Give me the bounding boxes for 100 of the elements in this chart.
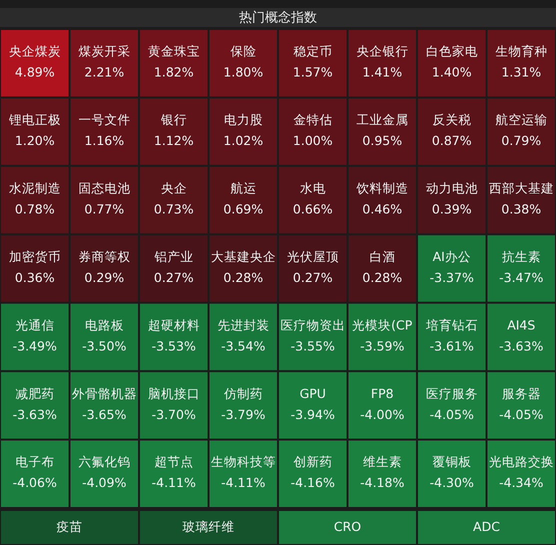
category-label: 覆铜板: [432, 454, 472, 470]
data-label: 0.87%: [432, 133, 472, 148]
data-label: -3.65%: [82, 406, 126, 422]
category-label: 工业金属: [356, 112, 408, 128]
category-label: 白色家电: [426, 44, 478, 59]
data-label: 0.36%: [14, 270, 55, 285]
data-label: -3.53%: [152, 338, 196, 354]
data-label: -4.09%: [82, 475, 126, 490]
data-label: 2.21%: [84, 64, 124, 80]
data-label: -3.79%: [221, 406, 266, 422]
data-label: 0.77%: [84, 201, 124, 216]
category-label: 维生素: [362, 454, 402, 470]
category-label: 白酒: [369, 248, 396, 264]
category-label: 动力电池: [426, 180, 478, 196]
category-label: 光伏屋顶: [286, 248, 339, 264]
category-label: 保险: [230, 44, 256, 59]
text: 热门概念指数: [239, 10, 317, 26]
data-label: -3.55%: [290, 338, 335, 354]
category-label: 培育钻石: [424, 317, 478, 332]
category-label: 水泥制造: [8, 180, 61, 196]
category-label: 航空运输: [495, 112, 548, 128]
data-label: 1.16%: [84, 133, 124, 148]
data-label: 0.66%: [292, 201, 333, 216]
data-label: 1.57%: [292, 64, 333, 80]
category-label: 航运: [230, 180, 256, 196]
category-label: 固态电池: [78, 180, 130, 196]
data-label: 4.89%: [14, 64, 55, 80]
category-label: 超节点: [154, 454, 194, 470]
data-label: -4.11%: [152, 475, 196, 490]
data-label: -3.61%: [430, 338, 474, 354]
category-label: 金特估: [293, 112, 332, 128]
category-label: 医疗物资出: [280, 317, 346, 332]
data-label: 0.69%: [223, 201, 264, 216]
data-label: 1.20%: [14, 133, 55, 148]
data-label: 0.95%: [362, 133, 402, 148]
data-label: 1.40%: [432, 64, 472, 80]
category-label: 铝产业: [153, 248, 194, 264]
category-label: 外骨骼机器: [72, 386, 137, 401]
data-label: 0.29%: [84, 270, 124, 285]
data-label: -3.54%: [221, 338, 266, 354]
data-label: -3.70%: [152, 406, 196, 422]
category-label: 生物育种: [495, 44, 548, 59]
category-label: FP8: [370, 386, 394, 401]
data-label: -4.06%: [12, 475, 57, 490]
data-label: 0.73%: [154, 201, 194, 216]
category-label: 电子布: [15, 454, 54, 470]
data-label: -4.34%: [499, 475, 544, 490]
category-label: GPU: [300, 386, 326, 401]
category-label: 先进封装: [217, 317, 270, 332]
category-label: 超硬材料: [148, 317, 200, 332]
data-label: 1.12%: [154, 133, 194, 148]
category-label: 稳定币: [293, 44, 332, 59]
data-label: 0.78%: [14, 201, 55, 216]
data-label: -4.05%: [430, 406, 474, 422]
data-label: 0.39%: [432, 201, 472, 216]
data-label: 1.82%: [154, 64, 194, 80]
data-label: -4.11%: [221, 475, 266, 490]
category-label: 仿制药: [222, 386, 263, 401]
data-label: 0.27%: [154, 270, 194, 285]
category-label: 服务器: [502, 386, 541, 401]
category-label: 医疗服务: [426, 386, 478, 401]
category-label: 电路板: [84, 317, 124, 332]
category-label: 央企: [160, 180, 187, 196]
category-label: AI4S: [507, 317, 536, 332]
category-label: 大基建央企: [210, 248, 276, 264]
data-label: 1.00%: [292, 133, 333, 148]
category-label: 锂电正极: [8, 112, 61, 128]
category-label: 减肥药: [15, 386, 54, 401]
category-label: CRO: [334, 518, 362, 534]
data-label: -4.00%: [360, 406, 404, 422]
data-label: 0.27%: [292, 270, 333, 285]
data-label: 1.02%: [223, 133, 264, 148]
data-label: 1.31%: [501, 64, 542, 80]
data-label: -3.94%: [290, 406, 335, 422]
data-label: -4.05%: [499, 406, 544, 422]
category-label: ADC: [473, 518, 500, 534]
data-label: -4.30%: [430, 475, 474, 490]
category-label: 加密货币: [8, 248, 61, 264]
category-label: 疫苗: [56, 518, 82, 534]
data-label: 0.46%: [362, 201, 402, 216]
category-label: 生物科技等: [210, 454, 276, 470]
data-label: 1.41%: [362, 64, 402, 80]
category-label: 光通信: [15, 317, 54, 332]
category-label: 央企银行: [356, 44, 408, 59]
category-label: 央企煤炭: [8, 44, 61, 59]
category-label: 光模块(CP: [352, 317, 413, 332]
data-label: 1.80%: [223, 64, 264, 80]
category-label: 光电路交换: [488, 454, 554, 470]
data-label: -3.37%: [430, 270, 474, 285]
category-label: 六氟化钨: [78, 454, 130, 470]
data-label: -3.47%: [499, 270, 544, 285]
data-label: -3.50%: [82, 338, 126, 354]
data-label: 0.79%: [501, 133, 542, 148]
data-label: -3.59%: [360, 338, 404, 354]
category-label: 玻璃纤维: [182, 518, 234, 534]
data-label: -4.18%: [360, 475, 404, 490]
category-label: 黄金珠宝: [148, 44, 200, 59]
category-label: 反关税: [432, 112, 472, 128]
category-label: 水电: [300, 180, 326, 196]
category-label: 银行: [160, 112, 187, 128]
